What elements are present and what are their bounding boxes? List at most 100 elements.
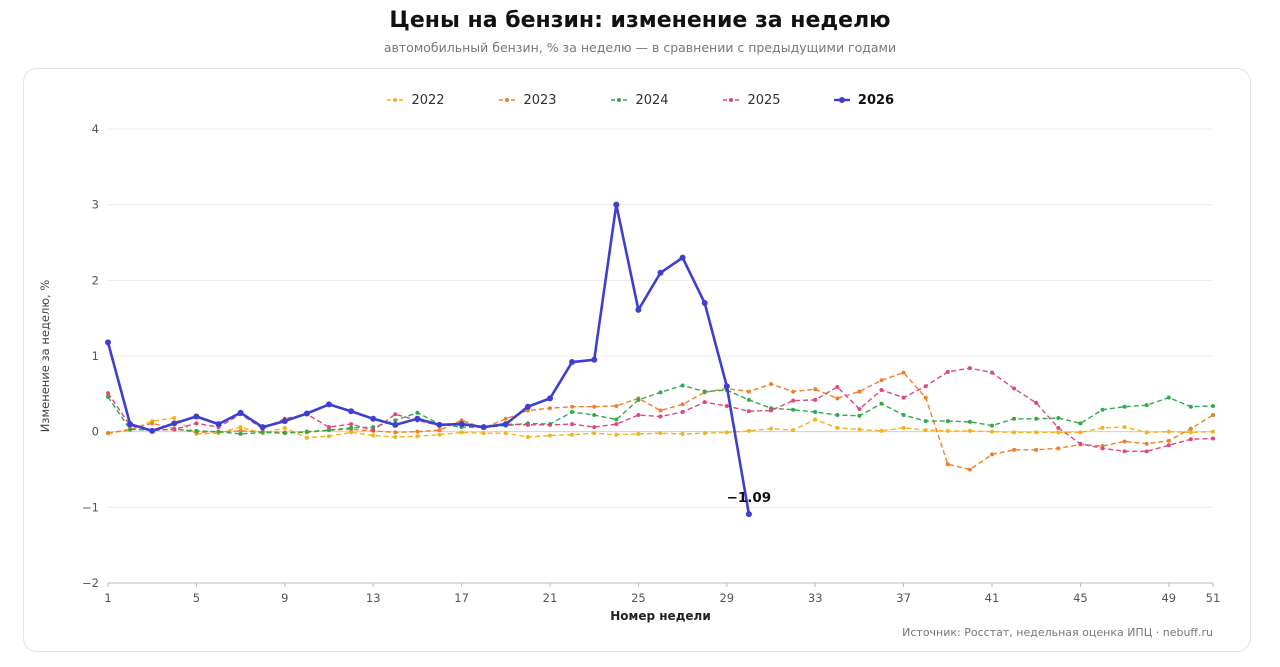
data-point-2022 — [901, 425, 906, 430]
data-point-2024 — [282, 431, 287, 436]
data-point-2023 — [967, 467, 972, 472]
data-point-2025 — [702, 400, 707, 405]
data-point-2022 — [459, 430, 464, 435]
data-point-2023 — [1211, 413, 1215, 418]
data-point-2025 — [1012, 386, 1017, 391]
data-point-2023 — [658, 408, 663, 413]
data-point-2022 — [990, 429, 994, 434]
legend-item-2025[interactable]: 2025 — [696, 88, 808, 112]
data-point-2022 — [1188, 430, 1193, 435]
chart-subtitle: автомобильный бензин, % за неделю — в ср… — [383, 40, 897, 55]
data-point-2025 — [680, 409, 685, 414]
data-point-2025 — [879, 388, 884, 393]
data-point-2023 — [106, 431, 110, 436]
data-point-2023 — [415, 429, 420, 434]
data-point-2026 — [281, 418, 288, 425]
data-point-2022 — [636, 431, 641, 436]
data-point-2025 — [901, 395, 906, 400]
legend-label: 2024 — [635, 92, 669, 108]
data-point-2025 — [194, 421, 199, 426]
data-point-2024 — [304, 429, 309, 434]
data-point-2025 — [636, 413, 641, 418]
data-point-2022 — [393, 434, 398, 439]
data-point-2025 — [1100, 446, 1105, 451]
data-point-2023 — [945, 462, 950, 467]
legend-item-2022[interactable]: 2022 — [360, 88, 472, 112]
legend-label: 2025 — [747, 92, 781, 108]
data-point-2022 — [570, 432, 575, 437]
x-tick-label: 45 — [1073, 591, 1088, 605]
data-point-2026 — [591, 356, 598, 363]
data-point-2022 — [1144, 430, 1149, 435]
data-point-2025 — [1056, 425, 1061, 430]
data-point-2026 — [613, 201, 620, 208]
data-point-2022 — [923, 428, 928, 433]
data-point-2022 — [769, 426, 773, 431]
data-point-2023 — [614, 403, 619, 408]
legend-item-2023[interactable]: 2023 — [472, 88, 584, 112]
data-point-2024 — [680, 383, 685, 388]
data-point-2026 — [458, 421, 465, 428]
data-point-2023 — [150, 421, 155, 426]
data-point-2022 — [282, 425, 287, 430]
data-point-2023 — [1122, 439, 1127, 444]
data-point-2026 — [569, 359, 576, 366]
data-point-2026 — [149, 427, 156, 434]
x-tick-label: 1 — [104, 591, 111, 605]
legend-label: 2022 — [411, 92, 445, 108]
data-point-2026 — [701, 300, 708, 307]
data-point-2023 — [1012, 447, 1017, 452]
data-point-2025 — [658, 414, 663, 419]
x-tick-label: 21 — [543, 591, 558, 605]
data-point-2023 — [503, 416, 508, 421]
data-point-2022 — [592, 431, 597, 436]
data-point-2024 — [746, 397, 751, 402]
data-point-2023 — [791, 389, 796, 394]
data-point-2025 — [393, 412, 398, 417]
data-point-2025 — [548, 422, 552, 427]
data-point-2022 — [1211, 429, 1215, 434]
data-point-2024 — [415, 410, 420, 415]
data-point-2024 — [260, 430, 265, 435]
data-point-2022 — [614, 432, 619, 437]
data-point-2023 — [548, 406, 552, 411]
data-point-2026 — [679, 254, 686, 261]
x-tick-label: 5 — [193, 591, 200, 605]
data-point-2023 — [592, 404, 597, 409]
data-point-2024 — [857, 413, 862, 418]
data-point-2026 — [215, 421, 222, 428]
data-point-2024 — [1211, 403, 1215, 408]
data-point-2022 — [437, 432, 442, 437]
data-point-2022 — [724, 430, 729, 435]
data-point-2022 — [967, 428, 972, 433]
x-tick-label: 49 — [1161, 591, 1176, 605]
data-point-2022 — [415, 434, 420, 439]
data-point-2023 — [238, 428, 243, 433]
chart-card — [23, 68, 1251, 652]
data-point-2025 — [1188, 437, 1193, 442]
x-tick-label: 37 — [896, 591, 911, 605]
y-tick-label: 0 — [92, 425, 99, 439]
data-point-2024 — [194, 428, 199, 433]
data-point-2026 — [392, 421, 399, 428]
source-note: Источник: Росстат, недельная оценка ИПЦ … — [902, 626, 1213, 639]
data-point-2024 — [1100, 407, 1105, 412]
data-point-2026 — [105, 339, 111, 346]
legend-item-2024[interactable]: 2024 — [584, 88, 696, 112]
data-point-2024 — [813, 409, 818, 414]
y-tick-label: −1 — [82, 500, 99, 514]
data-point-2022 — [349, 430, 354, 435]
data-point-2024 — [1122, 404, 1127, 409]
data-point-2024 — [1034, 416, 1039, 421]
data-point-2023 — [769, 381, 773, 386]
series-line-2023 — [107, 371, 1214, 471]
data-point-2024 — [1144, 403, 1149, 408]
legend-swatch-icon — [499, 98, 516, 102]
data-point-2022 — [481, 431, 486, 436]
data-point-2022 — [1166, 429, 1171, 434]
data-point-2023 — [990, 452, 994, 457]
data-point-2024 — [592, 413, 597, 418]
legend-item-2026[interactable]: 2026 — [808, 88, 920, 112]
data-point-2024 — [216, 429, 221, 434]
y-tick-label: 1 — [92, 349, 99, 363]
